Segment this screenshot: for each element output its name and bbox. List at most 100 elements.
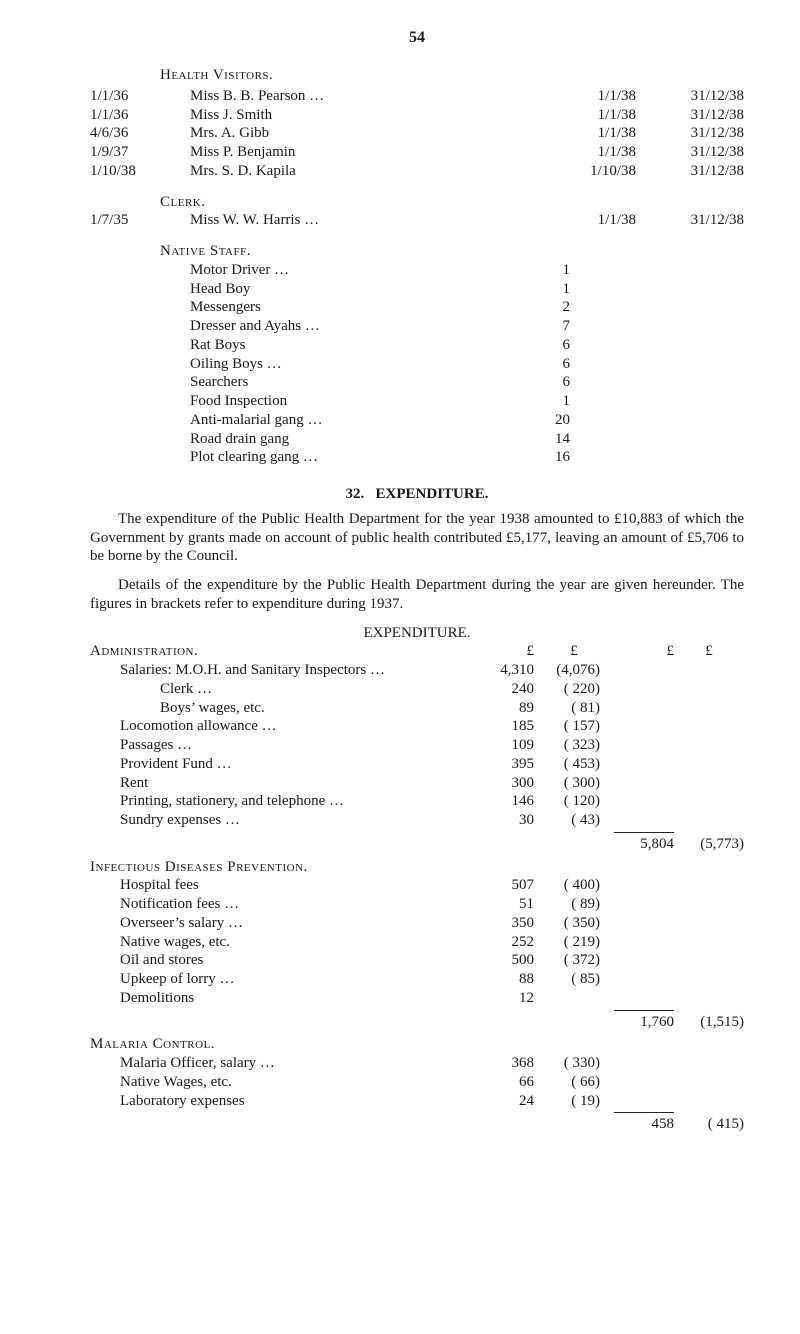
native-staff-count: 7 [520, 317, 570, 336]
amount-current: 507 [474, 876, 534, 895]
native-staff-label: Motor Driver … [160, 261, 520, 280]
amount-current: 51 [474, 895, 534, 914]
expenditure-row: Rent300 ( 300) [90, 774, 744, 793]
date-col-3: 31/12/38 [654, 143, 744, 162]
amount-prev: ( 89) [548, 895, 600, 914]
expenditure-row: Native wages, etc.252( 219) [90, 933, 744, 952]
expenditure-row: Upkeep of lorry …88 ( 85) [90, 970, 744, 989]
amount-current: 240 [474, 680, 534, 699]
amount-prev: ( 157) [548, 717, 600, 736]
clerk-date-2: 1/1/38 [556, 211, 654, 230]
rule-line [614, 1010, 674, 1011]
idp-total-current: 1,760 [614, 1013, 674, 1032]
native-staff-row: Searchers6 [90, 373, 744, 392]
amount-current: 24 [474, 1092, 534, 1111]
date-col-3: 31/12/38 [654, 87, 744, 106]
native-staff-heading: Native Staff. [160, 242, 744, 261]
amount-prev: ( 453) [548, 755, 600, 774]
amount-prev: ( 400) [548, 876, 600, 895]
visitor-name: Miss J. Smith [160, 106, 556, 125]
expenditure-label: Laboratory expenses [90, 1092, 474, 1111]
health-visitor-row: 1/10/38Mrs. S. D. Kapila1/10/3831/12/38 [90, 162, 744, 181]
clerk-heading-row: Clerk. [90, 193, 744, 212]
expenditure-row: Clerk …240( 220) [90, 680, 744, 699]
date-col-2: 1/1/38 [556, 143, 654, 162]
native-staff-row: Motor Driver …1 [90, 261, 744, 280]
native-staff-count: 1 [520, 392, 570, 411]
expenditure-label: Printing, stationery, and telephone … [90, 792, 474, 811]
amount-prev: ( 300) [548, 774, 600, 793]
pound-col-2: £ [548, 642, 600, 661]
amount-prev: ( 219) [548, 933, 600, 952]
mal-total-current: 458 [614, 1115, 674, 1134]
native-staff-count: 6 [520, 373, 570, 392]
expenditure-label: Provident Fund … [90, 755, 474, 774]
health-visitors-heading: Health Visitors. [160, 66, 744, 85]
expenditure-label: Clerk … [90, 680, 474, 699]
expenditure-label: Malaria Officer, salary … [90, 1054, 474, 1073]
native-staff-label: Dresser and Ayahs … [160, 317, 520, 336]
expenditure-row: Locomotion allowance …185 ( 157) [90, 717, 744, 736]
visitor-name: Miss P. Benjamin [160, 143, 556, 162]
date-col-3: 31/12/38 [654, 162, 744, 181]
administration-heading: Administration. [90, 642, 474, 661]
native-staff-heading-row: Native Staff. [90, 242, 744, 261]
expenditure-label: Rent [90, 774, 474, 793]
expenditure-label: Notification fees … [90, 895, 474, 914]
native-staff-row: Rat Boys6 [90, 336, 744, 355]
expenditure-section-title: EXPENDITURE. [376, 486, 489, 502]
native-staff-count: 2 [520, 298, 570, 317]
pound-col-4: £ [674, 642, 744, 661]
amount-prev: ( 81) [548, 699, 600, 718]
amount-current: 88 [474, 970, 534, 989]
amount-current: 4,310 [474, 661, 534, 680]
expenditure-label: Oil and stores [90, 951, 474, 970]
expenditure-row: Passages …109( 323) [90, 736, 744, 755]
expenditure-label: Demolitions [90, 989, 474, 1008]
native-staff-row: Plot clearing gang …16 [90, 448, 744, 467]
page-number: 54 [90, 28, 744, 48]
amount-prev: ( 85) [548, 970, 600, 989]
native-staff-count: 20 [520, 411, 570, 430]
health-visitor-row: 1/1/36Miss B. B. Pearson …1/1/3831/12/38 [90, 87, 744, 106]
amount-prev: ( 350) [548, 914, 600, 933]
page: 54 Health Visitors. 1/1/36Miss B. B. Pea… [0, 0, 800, 1334]
amount-current: 185 [474, 717, 534, 736]
expenditure-row: Native Wages, etc.66( 66) [90, 1073, 744, 1092]
expenditure-row: Overseer’s salary …350( 350) [90, 914, 744, 933]
amount-current: 300 [474, 774, 534, 793]
amount-prev [548, 989, 600, 1008]
amount-prev: ( 372) [548, 951, 600, 970]
admin-total-current: 5,804 [614, 835, 674, 854]
admin-header-row: Administration. £ £ £ £ [90, 642, 744, 661]
expenditure-row: Hospital fees507( 400) [90, 876, 744, 895]
date-col-3: 31/12/38 [654, 106, 744, 125]
start-date: 1/1/36 [90, 87, 160, 106]
start-date: 1/1/36 [90, 106, 160, 125]
start-date: 1/10/38 [90, 162, 160, 181]
native-staff-label: Food Inspection [160, 392, 520, 411]
native-staff-count: 14 [520, 430, 570, 449]
pound-col-1: £ [474, 642, 534, 661]
expenditure-section-heading: 32. EXPENDITURE. [90, 485, 744, 504]
native-staff-label: Rat Boys [160, 336, 520, 355]
expenditure-row: Demolitions12 [90, 989, 744, 1008]
amount-prev: (4,076) [548, 661, 600, 680]
expenditure-label: Locomotion allowance … [90, 717, 474, 736]
amount-prev: ( 19) [548, 1092, 600, 1111]
amount-current: 30 [474, 811, 534, 830]
expenditure-label: Upkeep of lorry … [90, 970, 474, 989]
expenditure-row: Laboratory expenses24 ( 19) [90, 1092, 744, 1111]
idp-total-prev: (1,515) [674, 1013, 744, 1032]
native-staff-row: Messengers2 [90, 298, 744, 317]
amount-prev: ( 330) [548, 1054, 600, 1073]
start-date: 1/9/37 [90, 143, 160, 162]
native-staff-row: Anti-malarial gang …20 [90, 411, 744, 430]
native-staff-count: 16 [520, 448, 570, 467]
native-staff-count: 6 [520, 336, 570, 355]
expenditure-row: Printing, stationery, and telephone …146… [90, 792, 744, 811]
mal-total-row: 458 ( 415) [90, 1115, 744, 1134]
amount-current: 368 [474, 1054, 534, 1073]
expenditure-para-1: The expenditure of the Public Health Dep… [90, 510, 744, 566]
pound-col-3: £ [614, 642, 674, 661]
